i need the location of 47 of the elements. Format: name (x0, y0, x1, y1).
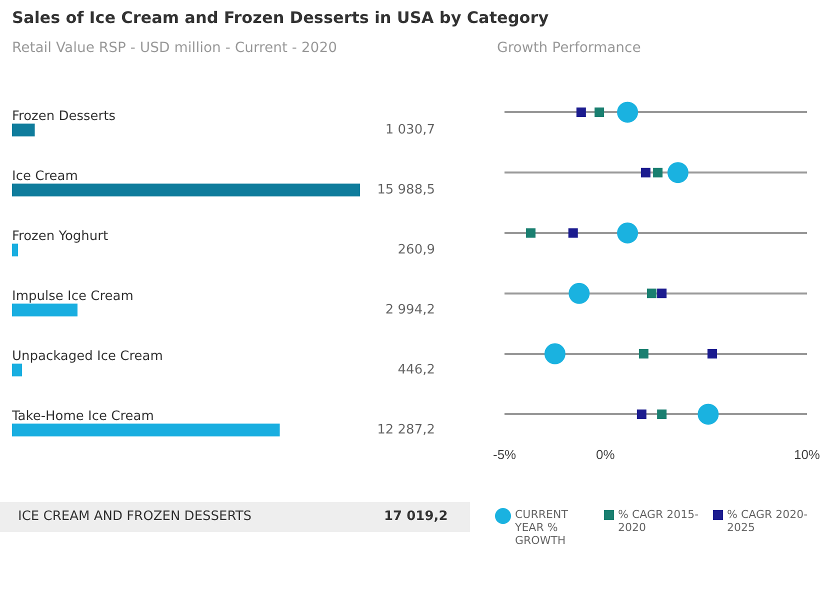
category-label: Frozen Desserts (12, 109, 116, 124)
bar (12, 304, 78, 316)
point (707, 349, 717, 359)
x-tick-label: 10% (794, 446, 820, 462)
data-label: 1 030,7 (385, 122, 435, 138)
x-tick-label: -5% (492, 446, 517, 462)
data-label: 2 994,2 (385, 302, 435, 318)
legend-label: % CAGR 2020-2025 (727, 508, 808, 534)
point (594, 107, 604, 117)
category-label: Impulse Ice Cream (12, 289, 134, 304)
point (698, 404, 719, 425)
category-label: Frozen Yoghurt (12, 229, 108, 244)
point (667, 162, 688, 184)
category-label: Unpackaged Ice Cream (12, 349, 163, 364)
x-tick-label: 0% (596, 446, 616, 462)
text: 17 019,2 (384, 509, 448, 524)
point (636, 409, 646, 419)
point (657, 288, 667, 298)
point (647, 288, 656, 298)
point (640, 168, 650, 178)
bar (12, 424, 280, 436)
chart-title: Sales of Ice Cream and Frozen Desserts in USA by Category (12, 8, 549, 27)
data-label: 12 287,2 (377, 422, 435, 438)
chart-subtitle: Retail Value RSP - USD million - Current - 2020 (12, 40, 338, 56)
data-label: 15 988,5 (377, 182, 435, 198)
point (568, 228, 578, 238)
bar (12, 244, 18, 256)
point (568, 282, 590, 304)
point (657, 409, 667, 419)
point (544, 343, 566, 364)
legend-label: CURRENT YEAR % GROWTH (515, 508, 569, 547)
point (617, 222, 638, 244)
bar (12, 124, 35, 136)
chart-title: Growth Performance (497, 40, 641, 56)
category-label: Ice Cream (12, 169, 78, 184)
data-label: 446,2 (398, 362, 435, 378)
legend-label: % CAGR 2015-2020 (618, 508, 699, 534)
category-label: Take-Home Ice Cream (12, 409, 154, 424)
bar (12, 364, 22, 376)
point (617, 102, 638, 123)
point (526, 228, 536, 238)
point (653, 168, 663, 178)
point (638, 349, 648, 359)
point (576, 107, 586, 117)
data-label: 260,9 (398, 242, 435, 258)
text: ICE CREAM AND FROZEN DESSERTS (18, 509, 252, 524)
bar (12, 184, 360, 196)
